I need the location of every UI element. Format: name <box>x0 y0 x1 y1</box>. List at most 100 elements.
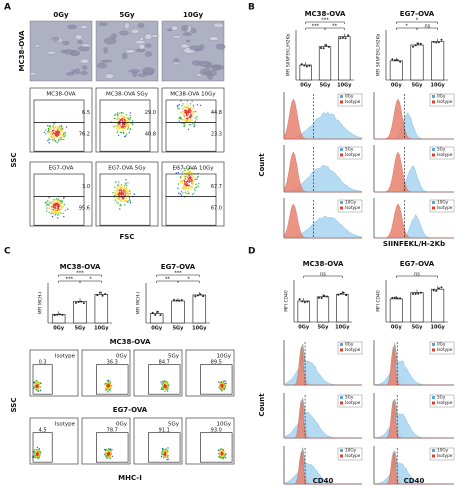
plot-title: MC38-OVA 10Gy <box>170 92 216 98</box>
replicate-dot <box>156 310 159 313</box>
gate-value: 95.6 <box>79 206 90 212</box>
replicate-dot <box>61 313 64 316</box>
event-dot <box>40 382 42 385</box>
event-dot <box>221 455 223 458</box>
event-dot <box>46 210 48 212</box>
event-dot <box>166 383 169 385</box>
legend-box <box>337 146 363 160</box>
legend-label: Isotype <box>345 347 361 352</box>
event-dot <box>177 183 180 185</box>
event-dot <box>194 117 197 119</box>
plot-label: 0Gy <box>116 422 128 428</box>
event-dot <box>165 454 168 456</box>
replicate-dot <box>393 296 396 299</box>
flow-plot <box>185 349 235 397</box>
event-dot <box>53 139 55 141</box>
event-dot <box>49 202 52 205</box>
hist-curve <box>283 98 362 140</box>
event-dot <box>54 214 56 216</box>
gate-value: 36.3 <box>107 359 118 365</box>
x-tick-label: 10Gy <box>431 83 446 89</box>
chart-title: EG7-OVA <box>400 10 435 18</box>
plot-title: MC38-OVA 5Gy <box>106 92 149 98</box>
replicate-dot <box>342 291 345 294</box>
event-dot <box>127 123 129 125</box>
legend-box <box>429 447 455 461</box>
event-dot <box>128 197 131 199</box>
replicate-dot <box>196 294 199 297</box>
legend-swatch <box>432 401 435 405</box>
event-dot <box>33 454 35 456</box>
event-dot <box>33 386 36 388</box>
event-dot <box>122 190 124 192</box>
event-dot <box>48 211 51 214</box>
event-dot <box>188 179 190 181</box>
legend-swatch <box>340 201 343 204</box>
event-dot <box>188 104 190 107</box>
event-dot <box>187 179 189 181</box>
event-dot <box>133 193 136 195</box>
event-dot <box>189 170 191 172</box>
event-dot <box>178 117 180 120</box>
event-dot <box>129 114 131 117</box>
event-dot <box>117 198 120 201</box>
cell-shape <box>100 59 113 63</box>
replicate-dot <box>58 313 61 316</box>
bar <box>389 298 403 323</box>
event-dot <box>61 130 63 132</box>
gate-value: 67.0 <box>211 206 222 212</box>
event-dot <box>52 136 54 139</box>
event-dot <box>186 172 188 174</box>
event-dot <box>160 455 163 458</box>
event-dot <box>177 187 179 189</box>
event-dot <box>218 456 220 458</box>
event-dot <box>186 111 188 114</box>
event-dot <box>49 124 51 127</box>
event-dot <box>166 449 168 451</box>
event-dot <box>183 106 186 108</box>
gate <box>200 432 233 463</box>
cell-shape <box>67 24 77 30</box>
event-dot <box>40 386 42 388</box>
sig-label: * <box>416 18 419 24</box>
event-dot <box>220 387 222 389</box>
event-dot <box>223 456 225 459</box>
event-dot <box>183 125 185 127</box>
event-dot <box>57 207 60 210</box>
event-dot <box>193 123 196 125</box>
x-tick-label: 10Gy <box>335 325 350 331</box>
event-dot <box>185 187 188 190</box>
hist-curve <box>374 214 454 239</box>
event-dot <box>104 449 107 451</box>
hist-curve <box>283 151 362 193</box>
chart-title: MC38-OVA <box>305 10 346 18</box>
event-dot <box>58 127 60 129</box>
replicate-dot <box>80 300 83 303</box>
cell-shape <box>181 25 189 32</box>
gate <box>165 122 217 152</box>
event-dot <box>120 191 123 193</box>
cell-shape <box>98 22 108 26</box>
event-dot <box>59 203 61 205</box>
legend-label: 5Gy <box>345 395 354 400</box>
event-dot <box>108 381 110 383</box>
event-dot <box>182 171 184 173</box>
event-dot <box>177 166 179 169</box>
event-dot <box>37 386 39 388</box>
event-dot <box>56 209 59 212</box>
event-dot <box>176 104 179 107</box>
event-dot <box>180 112 183 114</box>
event-dot <box>190 185 192 187</box>
event-dot <box>51 211 53 214</box>
event-dot <box>50 135 53 137</box>
replicate-dot <box>56 313 59 316</box>
event-dot <box>105 387 108 389</box>
event-dot <box>119 127 121 129</box>
event-dot <box>187 128 190 130</box>
event-dot <box>61 202 63 205</box>
chart-title: MC38-OVA <box>303 260 344 268</box>
legend-label: Isotype <box>437 99 453 104</box>
bar <box>318 46 332 81</box>
event-dot <box>183 167 185 169</box>
